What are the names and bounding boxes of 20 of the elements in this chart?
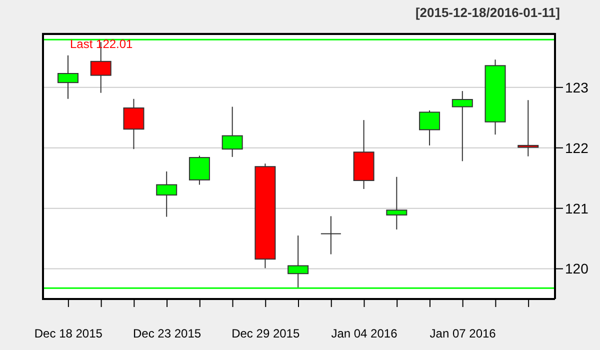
y-tick-label: 123 [565,79,589,96]
x-tick-label: Jan 07 2016 [430,326,496,341]
candlestick [386,176,408,230]
y-tick-label: 120 [565,260,589,277]
candlestick [320,216,342,255]
candlestick [222,106,243,158]
x-tick-label: Dec 18 2015 [34,326,103,341]
x-tick-label: Dec 23 2015 [133,326,202,341]
y-tick-label: 121 [565,200,589,216]
chart-subtitle: [2015-12-18/2016-01-11] [415,5,560,20]
candlestick [518,100,539,157]
y-tick-label: 122 [565,140,589,156]
candlestick [188,155,210,186]
candlestick [419,110,440,146]
x-tick-label: Dec 29 2015 [232,326,300,341]
candlestick [123,98,144,150]
candlestick [156,170,178,218]
candlestick [452,90,473,162]
x-tick-label: Jan 04 2016 [331,326,398,341]
candlestick [58,54,78,100]
